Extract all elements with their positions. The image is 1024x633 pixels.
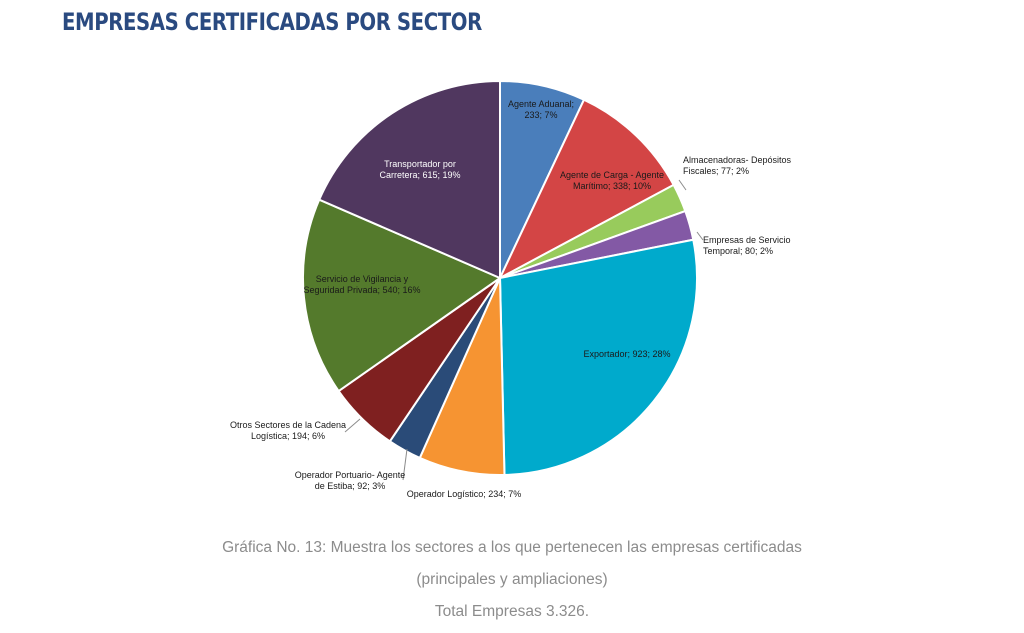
slice-data-label: Almacenadoras- Depósitos Fiscales; 77; 2% xyxy=(683,155,792,176)
slice-data-label: Servicio de Vigilancia y Seguridad Privad… xyxy=(303,274,420,295)
chart-caption-line-2: (principales y ampliaciones) xyxy=(416,571,608,588)
pie-slice xyxy=(498,238,698,476)
chart-caption-total: Total Empresas 3.326. xyxy=(434,603,590,620)
slice-data-label: Operador Portuario- Agente de Estiba; 92;… xyxy=(295,470,406,491)
pie-slice xyxy=(317,79,501,280)
leader-line xyxy=(678,179,687,191)
pie-slice xyxy=(497,98,675,281)
pie-slice xyxy=(302,198,503,393)
slice-data-label: Agente de Carga - Agente Marítimo; 338; 1… xyxy=(560,170,664,191)
slice-data-label: Transportador por Carretera; 615; 19% xyxy=(379,159,460,180)
slice-data-label: Operador Logístico; 234; 7% xyxy=(407,489,522,499)
pie-chart: Agente Aduanal; 233; 7% Agente de Carga - … xyxy=(230,79,792,499)
slice-data-label: Exportador; 923; 28% xyxy=(583,349,670,359)
chart-caption-line-1: Gráfica No. 13: Muestra los sectores a l… xyxy=(222,539,802,556)
slice-data-label: Empresas de Servicio Temporal; 80; 2% xyxy=(703,235,791,256)
leader-line xyxy=(696,231,704,241)
slice-data-label: Agente Aduanal; 233; 7% xyxy=(508,99,574,120)
leader-line xyxy=(402,448,408,481)
slice-data-label: Otros Sectores de la Cadena Logística; 19… xyxy=(230,420,346,441)
page-title: EMPRESAS CERTIFICADAS POR SECTOR xyxy=(62,8,482,36)
leader-line xyxy=(344,418,361,433)
